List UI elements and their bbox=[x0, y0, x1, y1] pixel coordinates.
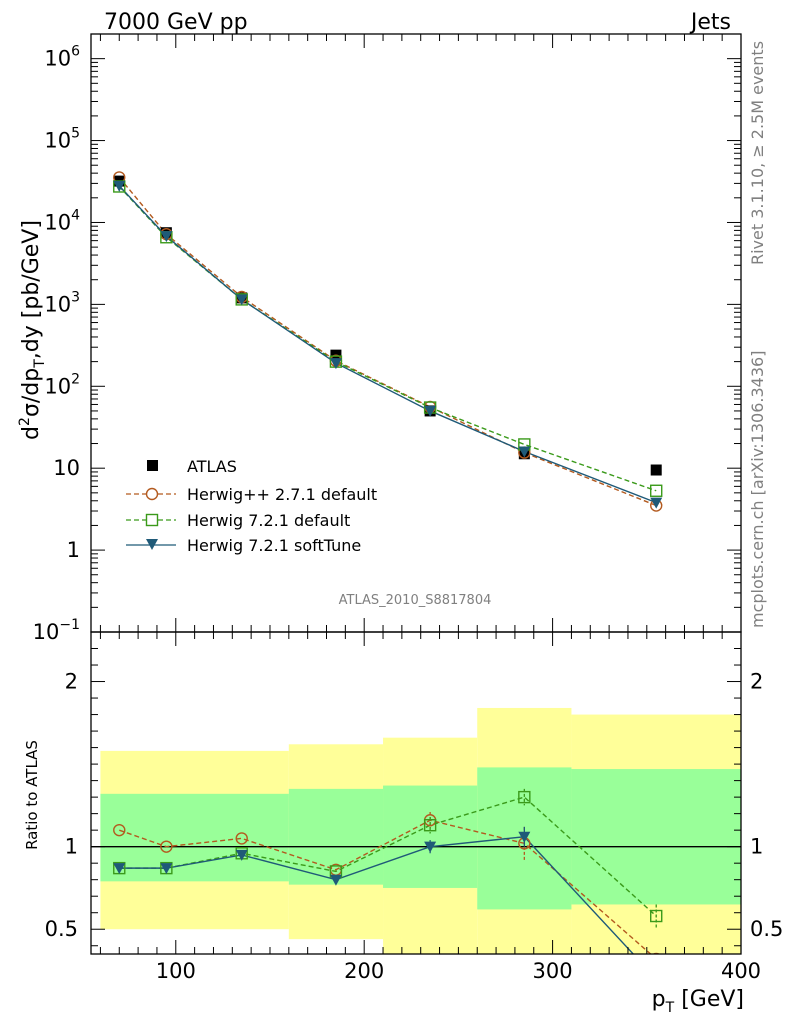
tick-exponent: −1 bbox=[59, 617, 80, 633]
tick-exponent: 2 bbox=[71, 371, 80, 387]
ratio-point-herwigpp bbox=[235, 832, 248, 845]
ratio-point-softtune bbox=[424, 841, 437, 853]
ylabel-sub: T bbox=[32, 359, 48, 369]
main-y-tick-label: 103 bbox=[44, 289, 80, 316]
main-y-axis-label: d2σ/dpT,dy [pb/GeV] bbox=[17, 220, 48, 440]
tick-base: 10 bbox=[44, 47, 71, 71]
main-point-softtune bbox=[518, 446, 531, 458]
main-point-softtune bbox=[329, 358, 342, 370]
ratio-point-softtune bbox=[113, 863, 126, 875]
main-y-tick-label: 104 bbox=[44, 207, 80, 234]
legend-entry-softtune: Herwig 7.2.1 softTune bbox=[126, 536, 361, 555]
inner-uncertainty-band bbox=[383, 785, 478, 888]
ratio-y-tick-label: 2 bbox=[65, 670, 78, 694]
tick-base: 10 bbox=[44, 292, 71, 316]
xlabel-p: p bbox=[652, 987, 666, 1012]
x-axis-label: pT [GeV] bbox=[652, 987, 744, 1016]
main-point-softtune bbox=[160, 231, 173, 243]
rivet-version-label: Rivet 3.1.10, ≥ 2.5M events bbox=[748, 41, 767, 265]
ratio-y-tick-label-right: 1 bbox=[750, 835, 763, 859]
legend-label-softtune: Herwig 7.2.1 softTune bbox=[187, 536, 361, 555]
main-y-tick-label: 10 bbox=[53, 456, 80, 480]
header-left-label: 7000 GeV pp bbox=[104, 10, 248, 35]
main-series-line-herwig721 bbox=[118, 186, 657, 492]
tick-base: 10 bbox=[44, 374, 71, 398]
tick-exponent: 6 bbox=[71, 44, 80, 60]
xlabel-sub: T bbox=[665, 1000, 675, 1016]
ratio-axes: 0.5 0.5 1 1 2 2 100 200 300 400 bbox=[45, 632, 783, 983]
legend-entry-herwigpp: Herwig++ 2.7.1 default bbox=[126, 485, 377, 504]
main-point-softtune bbox=[650, 497, 663, 509]
main-point-atlas bbox=[650, 464, 662, 476]
ratio-point-herwigpp bbox=[160, 840, 173, 853]
main-y-tick-label: 1 bbox=[67, 538, 80, 562]
inner-uncertainty-band bbox=[100, 793, 289, 882]
legend-entry-herwig721: Herwig 7.2.1 default bbox=[126, 511, 350, 530]
ylabel-rest: ,dy [pb/GeV] bbox=[19, 220, 44, 359]
ratio-point-softtune bbox=[329, 874, 342, 886]
tick-exponent: 4 bbox=[71, 207, 80, 223]
tick-base: 10 bbox=[44, 129, 71, 153]
legend-label-atlas: ATLAS bbox=[187, 457, 237, 476]
xlabel-rest: [GeV] bbox=[674, 987, 744, 1012]
legend-entry-atlas: ATLAS bbox=[147, 457, 237, 476]
ratio-point-softtune bbox=[235, 849, 248, 861]
header-right-label: Jets bbox=[689, 10, 731, 35]
ylabel-d: d bbox=[19, 426, 44, 440]
ratio-point-herwig721 bbox=[650, 909, 663, 923]
x-tick-label: 100 bbox=[156, 959, 196, 983]
main-y-tick-label: 105 bbox=[44, 126, 80, 153]
main-y-tick-label: 102 bbox=[44, 371, 80, 398]
legend-marker-herwig721 bbox=[145, 513, 159, 527]
ratio-y-tick-label-right: 2 bbox=[750, 670, 763, 694]
analysis-watermark: ATLAS_2010_S8817804 bbox=[339, 593, 492, 608]
x-tick-label: 200 bbox=[344, 959, 384, 983]
legend-marker-softtune bbox=[146, 539, 158, 550]
mcplots-label: mcplots.cern.ch [arXiv:1306.3436] bbox=[748, 351, 767, 628]
tick-exponent: 3 bbox=[71, 289, 80, 305]
tick-base: 10 bbox=[53, 456, 80, 480]
main-point-herwig721 bbox=[650, 484, 663, 497]
tick-base: 10 bbox=[44, 210, 71, 234]
ratio-y-tick-label: 0.5 bbox=[45, 917, 78, 941]
ratio-frame bbox=[90, 631, 742, 955]
legend: ATLAS Herwig++ 2.7.1 default Herwig 7.2.… bbox=[126, 457, 377, 555]
ratio-point-herwig721 bbox=[518, 790, 531, 804]
ratio-uncertainty-bands bbox=[91, 707, 741, 954]
ratio-point-softtune bbox=[650, 974, 662, 985]
inner-uncertainty-band bbox=[571, 769, 741, 905]
legend-label-herwigpp: Herwig++ 2.7.1 default bbox=[187, 485, 377, 504]
main-point-softtune bbox=[235, 294, 248, 306]
tick-base: 10 bbox=[33, 620, 60, 644]
main-series-line-softtune bbox=[118, 185, 657, 504]
main-point-softtune bbox=[113, 180, 126, 192]
ylabel-sup: 2 bbox=[17, 417, 33, 426]
ratio-y-tick-label-right: 0.5 bbox=[750, 917, 783, 941]
ratio-point-herwig721 bbox=[423, 819, 437, 832]
main-y-tick-label: 10−1 bbox=[33, 617, 80, 644]
tick-base: 1 bbox=[67, 538, 80, 562]
ratio-series-layer bbox=[113, 788, 663, 985]
main-series-layer bbox=[113, 171, 663, 512]
ratio-point-softtune bbox=[518, 831, 531, 843]
x-tick-label: 300 bbox=[533, 959, 573, 983]
ratio-y-tick-label: 1 bbox=[65, 835, 78, 859]
ratio-point-herwigpp bbox=[652, 952, 660, 954]
ratio-point-herwigpp bbox=[113, 823, 126, 837]
legend-marker-herwigpp bbox=[145, 487, 159, 501]
main-y-tick-label: 106 bbox=[44, 44, 80, 71]
ratio-y-axis-label: Ratio to ATLAS bbox=[23, 740, 41, 850]
ratio-point-softtune bbox=[160, 863, 173, 875]
main-point-softtune bbox=[424, 405, 437, 417]
x-tick-label: 400 bbox=[721, 959, 761, 983]
legend-label-herwig721: Herwig 7.2.1 default bbox=[187, 511, 350, 530]
ylabel-sigma: σ/dp bbox=[19, 368, 44, 417]
ratio-series-line-herwig721 bbox=[119, 796, 657, 917]
legend-marker-atlas bbox=[147, 460, 158, 471]
tick-exponent: 5 bbox=[71, 126, 80, 142]
